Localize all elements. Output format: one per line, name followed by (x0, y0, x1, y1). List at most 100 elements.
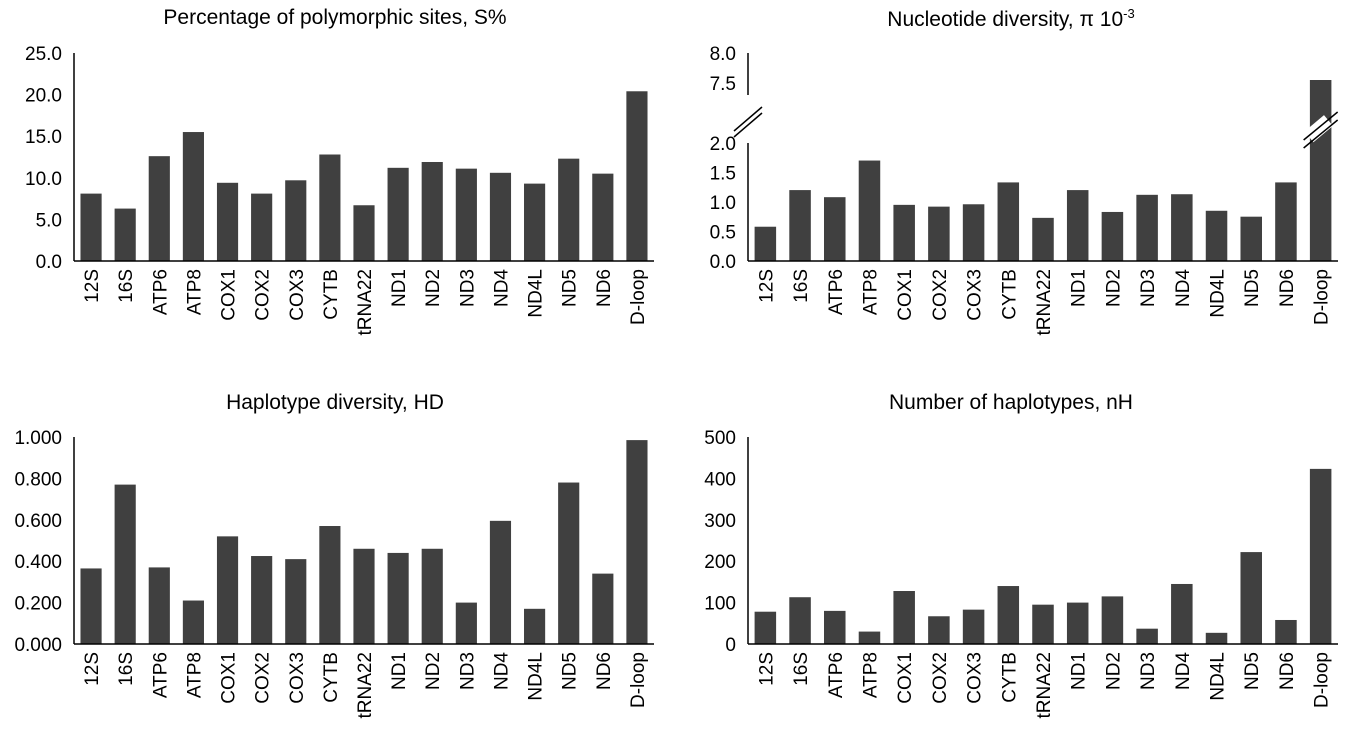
x-tick-label: ND3 (1138, 652, 1159, 690)
bar-nd2 (1101, 596, 1124, 644)
chart-panel-polymorphic-sites: Percentage of polymorphic sites, S% 0.0 5… (0, 0, 670, 370)
x-tick-label: 16S (116, 269, 137, 303)
x-tick-label: ND2 (1103, 269, 1124, 307)
y-tick-label: 20.0 (25, 86, 62, 107)
x-tick-label: CYTB (321, 269, 342, 320)
y-tick-label: 1.5 (710, 163, 736, 184)
x-tick-label: COX3 (287, 269, 308, 321)
bar-16s (114, 484, 136, 644)
x-tick-label: D-loop (1312, 269, 1333, 325)
x-tick-label: 12S (756, 269, 777, 303)
y-tick-label: 300 (704, 511, 736, 532)
x-tick-label: 12S (82, 269, 103, 303)
y-tick-label: 0.800 (14, 469, 62, 490)
x-tick-label: tRNA22 (1034, 652, 1055, 719)
x-tick-label: CYTB (999, 269, 1020, 320)
bar-12s (754, 611, 777, 644)
x-tick-label: 16S (791, 269, 812, 303)
bar-cox3 (285, 559, 307, 644)
bar-d-loop (1309, 80, 1332, 261)
x-tick-label: tRNA22 (355, 652, 376, 719)
x-tick-label: D-loop (1312, 652, 1333, 708)
bar-cox1 (216, 182, 239, 261)
bar-d-loop (1309, 468, 1332, 644)
x-tick-label: ATP8 (184, 269, 205, 315)
chart-svg: 0 100 200 300 400 500 12S 16S ATP6 ATP8 COX1 COX2 CO… (704, 428, 1338, 719)
x-tick-label: ND2 (423, 652, 444, 690)
bar-cox1 (893, 591, 915, 644)
bar-cox3 (962, 609, 985, 644)
y-tick-label: 0.600 (14, 511, 62, 532)
bar-cytb (319, 526, 341, 644)
y-tick-label: 0.400 (14, 552, 62, 573)
x-tick-label: ND5 (1242, 269, 1263, 307)
y-tick-label: 0.000 (14, 635, 62, 656)
bar-break-mark (1303, 119, 1339, 149)
x-tick-label: 12S (82, 652, 103, 686)
x-tick-label: ND4L (526, 652, 547, 701)
x-tick-label: ND1 (1069, 652, 1090, 690)
x-tick-label: ND4L (1208, 269, 1229, 318)
bar-cox2 (251, 556, 273, 644)
x-tick-label: D-loop (628, 652, 649, 708)
bar-cytb (319, 154, 341, 261)
bar-nd1 (387, 552, 409, 644)
bar-16s (789, 597, 811, 644)
bar-nd6 (1275, 619, 1297, 644)
x-tick-label: ATP6 (150, 269, 171, 315)
x-tick-label: COX1 (895, 269, 916, 321)
bar-nd3 (455, 168, 477, 261)
bar-nd1 (1066, 190, 1089, 261)
x-tick-label: CYTB (999, 652, 1020, 703)
x-tick-label: tRNA22 (1034, 269, 1055, 336)
bar-cox1 (893, 204, 915, 261)
x-tick-label: COX1 (219, 269, 240, 321)
x-tick-label: COX2 (253, 269, 274, 321)
axis-break-mark (733, 112, 763, 138)
bar-nd4 (489, 172, 512, 261)
bar-12s (754, 226, 777, 261)
y-tick-label: 0.0 (36, 252, 62, 273)
x-tick-label: ATP8 (860, 652, 881, 698)
chart-svg: 0.0 5.0 10.0 15.0 20.0 25.0 12S 16S ATP6 ATP8 COX1… (25, 44, 654, 336)
bar-cox3 (285, 180, 307, 261)
bar-atp8 (858, 631, 881, 644)
bar-nd6 (592, 573, 614, 644)
bar-nd4l (1205, 210, 1228, 261)
x-tick-label: ND5 (560, 269, 581, 307)
y-tick-label: 7.5 (710, 74, 736, 95)
x-tick-label: ND3 (457, 269, 478, 307)
y-tick-label: 1.000 (14, 428, 62, 449)
bar-cox2 (928, 616, 950, 644)
bar-nd2 (421, 161, 443, 261)
y-tick-label: 10.0 (25, 169, 62, 190)
bar-nd2 (421, 548, 443, 644)
x-tick-label: ND4 (491, 652, 512, 690)
x-tick-label: ND6 (1277, 269, 1298, 307)
chart-panel-nucleotide-diversity: Nucleotide diversity, π 10-3 0.0 0.5 1.0 1.… (675, 0, 1347, 370)
bar-nd6 (1275, 182, 1297, 261)
x-tick-label: COX1 (219, 652, 240, 704)
bar-atp6 (824, 197, 846, 261)
x-tick-label: ATP6 (826, 269, 847, 315)
bar-d-loop (626, 91, 648, 261)
x-tick-label: COX3 (287, 652, 308, 704)
y-tick-label: 200 (704, 552, 736, 573)
bar-nd5 (1240, 552, 1262, 644)
x-tick-label: 16S (116, 652, 137, 686)
bar-trna22 (353, 205, 375, 261)
axis-break-mark (733, 106, 763, 132)
y-tick-label: 15.0 (25, 127, 62, 148)
x-tick-label: ND6 (594, 652, 615, 690)
bar-nd1 (387, 167, 409, 261)
x-tick-label: ND4 (491, 269, 512, 307)
bar-nd4 (1171, 194, 1193, 261)
x-tick-label: ND6 (1277, 652, 1298, 690)
chart-title-superscript: -3 (1123, 6, 1135, 21)
y-tick-label: 8.0 (710, 44, 736, 65)
x-tick-label: CYTB (321, 652, 342, 703)
x-tick-label: COX3 (965, 652, 986, 704)
x-tick-label: ND4 (1173, 652, 1194, 690)
chart-svg: 0.0 0.5 1.0 1.5 2.0 7.5 8.0 12S 16S ATP6 ATP8 COX1 C… (710, 44, 1339, 336)
x-tick-label: 16S (791, 652, 812, 686)
